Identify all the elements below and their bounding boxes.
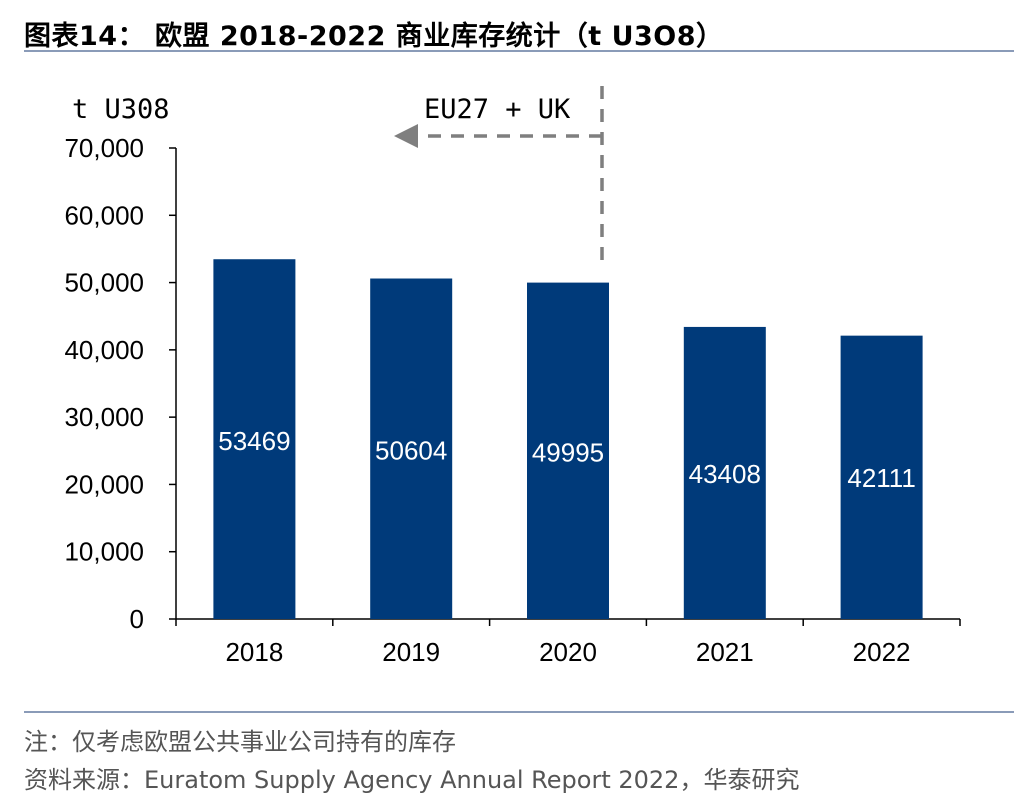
y-tick-label: 70,000 (64, 133, 144, 163)
annotation-group: EU27 + UK (394, 86, 604, 260)
x-tick-label: 2022 (853, 637, 911, 667)
bar-2018 (213, 259, 296, 619)
bar-value-label: 50604 (375, 435, 447, 465)
y-tick-label: 20,000 (64, 469, 144, 499)
bar-value-label: 53469 (218, 426, 290, 456)
title-divider (24, 50, 1014, 52)
bar-value-label: 49995 (532, 437, 604, 467)
bar-chart: 0 10,000 20,000 30,000 40,000 50,000 60,000 70,… (64, 86, 961, 667)
source-note: 资料来源：Euratom Supply Agency Annual Report… (24, 766, 800, 794)
y-tick-label: 40,000 (64, 335, 144, 365)
x-tick-label: 2019 (382, 637, 440, 667)
bar-2019 (370, 278, 453, 619)
x-tick-label: 2018 (225, 637, 283, 667)
annotation-label: EU27 + UK (424, 94, 571, 125)
y-tick-label: 60,000 (64, 200, 144, 230)
bar-2021 (683, 326, 766, 619)
bar-2022 (840, 335, 923, 619)
bars: 53469 50604 49995 43408 42111 (213, 259, 923, 619)
x-tick-label: 2020 (539, 637, 597, 667)
x-tick-label: 2021 (696, 637, 754, 667)
footer-divider (24, 711, 1014, 713)
bar-value-label: 42111 (847, 463, 915, 493)
axes: 0 10,000 20,000 30,000 40,000 50,000 60,000 70,… (64, 94, 961, 667)
chart-title: 图表14： 欧盟 2018-2022 商业库存统计（t U3O8） (24, 21, 724, 52)
bar-2020 (527, 282, 609, 619)
y-tick-label: 0 (130, 604, 144, 634)
y-tick-label: 50,000 (64, 268, 144, 298)
bar-value-label: 43408 (689, 459, 761, 489)
arrow-left-icon (394, 124, 418, 148)
y-tick-label: 30,000 (64, 402, 144, 432)
footnote: 注：仅考虑欧盟公共事业公司持有的库存 (24, 728, 456, 756)
y-axis-label: t U308 (72, 94, 170, 125)
y-tick-label: 10,000 (64, 537, 144, 567)
